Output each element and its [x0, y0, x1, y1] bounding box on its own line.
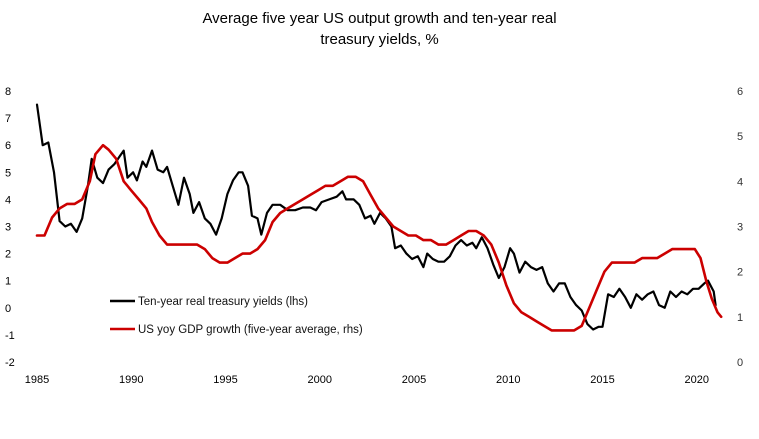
x-tick-label: 2000: [307, 374, 331, 386]
right-tick-label: 2: [737, 267, 743, 279]
left-tick-label: 7: [5, 113, 11, 125]
left-tick-label: 3: [5, 222, 11, 234]
left-y-axis: 8 7 6 5 4 3 2 1 0 -1 -2: [5, 86, 15, 369]
right-tick-label: 5: [737, 131, 743, 143]
left-tick-label: 1: [5, 276, 11, 288]
right-tick-label: 3: [737, 222, 743, 234]
left-tick-label: 5: [5, 167, 11, 179]
series-gdp-growth-line: [35, 143, 723, 332]
chart-title-line-2: treasury yields, %: [320, 31, 439, 48]
right-tick-label: 0: [737, 357, 743, 369]
right-tick-label: 6: [737, 86, 743, 98]
right-tick-label: 4: [737, 176, 743, 188]
x-tick-label: 2015: [590, 374, 614, 386]
right-y-axis: 6 5 4 3 2 1 0: [737, 86, 743, 369]
right-tick-label: 1: [737, 312, 743, 324]
x-tick-label: 2010: [496, 374, 520, 386]
chart-title: Average five year US output growth and t…: [0, 8, 759, 50]
x-tick-label: 1990: [119, 374, 143, 386]
left-tick-label: 4: [5, 194, 11, 206]
series-real-yields-line: [35, 103, 717, 331]
chart-title-line-1: Average five year US output growth and t…: [202, 10, 557, 27]
x-tick-label: 1995: [213, 374, 237, 386]
x-tick-label: 2005: [402, 374, 426, 386]
series-layer: [35, 103, 723, 332]
legend-label-gdp-growth: US yoy GDP growth (five-year average, rh…: [138, 324, 363, 336]
legend-label-real-yields: Ten-year real treasury yields (lhs): [138, 296, 308, 308]
legend: Ten-year real treasury yields (lhs) US y…: [110, 296, 363, 336]
left-tick-label: -2: [5, 357, 15, 369]
left-tick-label: -1: [5, 330, 15, 342]
x-axis: 1985 1990 1995 2000 2005 2010 2015 2020: [25, 374, 709, 386]
x-tick-label: 2020: [684, 374, 708, 386]
left-tick-label: 0: [5, 303, 11, 315]
left-tick-label: 8: [5, 86, 11, 98]
x-tick-label: 1985: [25, 374, 49, 386]
left-tick-label: 2: [5, 249, 11, 261]
left-tick-label: 6: [5, 140, 11, 152]
